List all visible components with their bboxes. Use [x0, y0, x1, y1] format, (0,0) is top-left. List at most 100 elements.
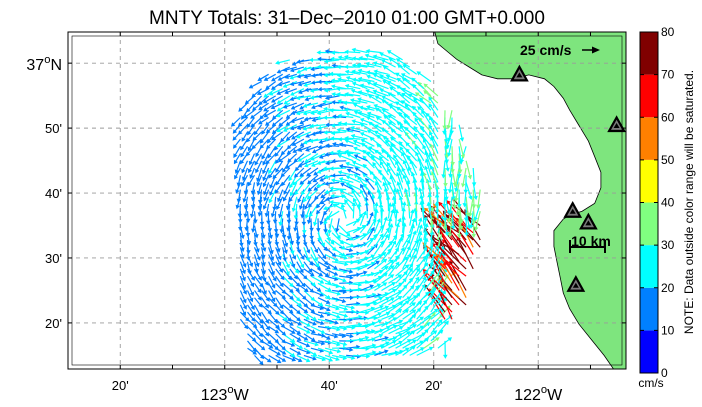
current-vector-head — [342, 121, 347, 127]
current-vector-head — [263, 197, 268, 202]
current-vector-shaft — [317, 318, 332, 323]
current-vector-head — [240, 152, 245, 158]
current-vector-shaft — [268, 318, 279, 328]
current-vector-head — [314, 195, 319, 200]
current-vector-head — [323, 130, 328, 135]
current-vector-head — [344, 149, 349, 155]
current-vector-head — [289, 240, 294, 246]
current-vector-shaft — [367, 284, 380, 292]
current-vector-head — [309, 88, 315, 93]
current-vector-shaft — [239, 304, 246, 315]
distance-scale-bar: 10 km — [569, 233, 611, 253]
current-vector-head — [270, 213, 276, 218]
current-vector-shaft — [232, 117, 241, 126]
current-vector-head — [356, 62, 361, 68]
current-vector-shaft — [403, 88, 417, 97]
current-vector-head — [418, 224, 423, 229]
current-vector-head — [444, 196, 449, 201]
current-vector-shaft — [317, 290, 329, 299]
current-vector-shaft — [292, 124, 305, 130]
current-vector-shaft — [245, 109, 255, 118]
current-vector-head — [282, 67, 288, 72]
colorbar-saturation-note: NOTE: Data outside color range will be s… — [682, 70, 696, 334]
current-vector-head — [389, 174, 394, 180]
current-vector-head — [250, 276, 255, 281]
current-vector-head — [326, 237, 331, 242]
current-vector-head — [267, 153, 272, 159]
current-vector-head — [358, 213, 364, 218]
current-vector-shaft — [331, 282, 345, 289]
current-vector-shaft — [397, 183, 404, 197]
current-vector-shaft — [239, 232, 243, 245]
current-vector-head — [242, 176, 247, 181]
current-vector-head — [262, 277, 267, 282]
current-vector-shaft — [388, 320, 402, 328]
current-vector-shaft — [360, 255, 374, 263]
current-vector-head — [430, 165, 435, 170]
current-vector-head — [345, 182, 350, 187]
current-vector-head — [413, 247, 418, 252]
current-vector-head — [340, 203, 346, 208]
current-vector-shaft — [375, 183, 383, 198]
current-vector-shaft — [317, 347, 332, 354]
current-vector-head — [240, 254, 245, 259]
current-vector-shaft — [292, 88, 305, 95]
current-vector-shaft — [391, 137, 403, 147]
current-vector-head — [285, 263, 290, 269]
current-vector-shaft — [268, 304, 279, 314]
current-vector-head — [285, 121, 291, 126]
current-vector-shaft — [317, 275, 330, 284]
current-vector-shaft — [423, 338, 438, 349]
current-vector-head — [248, 262, 254, 268]
current-vector-shaft — [247, 340, 256, 351]
current-vector-shaft — [268, 282, 275, 294]
current-vector-shaft — [263, 153, 270, 164]
current-vector-shaft — [346, 140, 361, 147]
current-vector-head — [265, 128, 271, 134]
current-vector-head — [292, 255, 297, 260]
current-vector-head — [262, 205, 267, 210]
current-vector-head — [290, 118, 295, 124]
current-vector-head — [363, 270, 368, 275]
current-vector-head — [277, 255, 282, 261]
current-vector-head — [266, 220, 271, 225]
current-vector-head — [306, 195, 312, 200]
current-vector-head — [312, 321, 317, 326]
current-vector-head — [344, 92, 349, 97]
current-vector-shaft — [310, 340, 323, 345]
current-vector-head — [303, 116, 309, 122]
current-vector-shaft — [310, 247, 318, 260]
longitude-label: 20' — [425, 378, 442, 393]
current-vector-head — [330, 78, 335, 83]
current-vector-shaft — [359, 91, 375, 97]
current-vector-shaft — [449, 175, 453, 191]
current-vector-head — [452, 204, 457, 210]
current-vector-head — [295, 110, 301, 116]
current-vector-shaft — [346, 137, 361, 140]
current-vector-head — [277, 82, 283, 87]
current-vector-head — [241, 115, 246, 120]
current-vector-shaft — [381, 266, 393, 277]
current-vector-field — [230, 47, 481, 366]
current-vector-head — [384, 336, 389, 341]
current-vector-shaft — [414, 134, 425, 147]
current-vector-shaft — [254, 340, 264, 350]
current-vector-head — [304, 96, 309, 102]
current-vector-shaft — [254, 275, 263, 287]
current-vector-shaft — [353, 337, 368, 342]
current-vector-shaft — [332, 58, 347, 61]
current-vector-shaft — [389, 93, 403, 104]
current-vector-shaft — [250, 167, 256, 177]
current-vector-head — [351, 81, 357, 87]
current-vector-head — [316, 228, 321, 233]
current-vector-head — [366, 111, 372, 116]
current-vector-head — [260, 243, 265, 248]
current-vector-shaft — [331, 333, 344, 337]
current-vector-shaft — [369, 147, 382, 155]
current-vector-head — [288, 176, 293, 182]
current-vector-shaft — [381, 298, 393, 306]
current-vector-head — [296, 316, 301, 322]
current-vector-head — [337, 121, 342, 126]
current-vector-head — [244, 227, 249, 232]
current-vector-shaft — [402, 296, 416, 306]
